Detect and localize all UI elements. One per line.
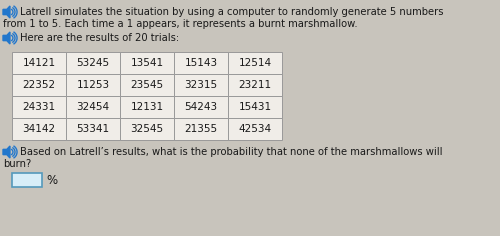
Bar: [228, 96, 282, 118]
Bar: [120, 52, 174, 74]
Text: burn?: burn?: [3, 159, 31, 169]
Bar: [12, 96, 66, 118]
Bar: [66, 118, 120, 140]
Bar: [174, 118, 228, 140]
Text: 34142: 34142: [22, 124, 56, 134]
Text: 22352: 22352: [22, 80, 56, 90]
Polygon shape: [3, 32, 10, 44]
Text: Here are the results of 20 trials:: Here are the results of 20 trials:: [20, 33, 179, 43]
Text: from 1 to 5. Each time a 1 appears, it represents a burnt marshmallow.: from 1 to 5. Each time a 1 appears, it r…: [3, 19, 358, 29]
Bar: [174, 74, 228, 96]
Text: %: %: [46, 173, 57, 186]
Text: 12131: 12131: [130, 102, 164, 112]
Bar: [66, 52, 120, 74]
Text: 53245: 53245: [76, 58, 110, 68]
Text: 21355: 21355: [184, 124, 218, 134]
Polygon shape: [3, 146, 10, 158]
Text: 54243: 54243: [184, 102, 218, 112]
Text: 11253: 11253: [76, 80, 110, 90]
Text: Based on Latrell’s results, what is the probability that none of the marshmallow: Based on Latrell’s results, what is the …: [20, 147, 442, 157]
Polygon shape: [3, 6, 10, 18]
Bar: [228, 118, 282, 140]
Bar: [12, 52, 66, 74]
Text: 32315: 32315: [184, 80, 218, 90]
Bar: [228, 52, 282, 74]
Bar: [174, 52, 228, 74]
Text: 12514: 12514: [238, 58, 272, 68]
Bar: [12, 118, 66, 140]
Bar: [228, 74, 282, 96]
Text: 53341: 53341: [76, 124, 110, 134]
Text: Latrell simulates the situation by using a computer to randomly generate 5 numbe: Latrell simulates the situation by using…: [20, 7, 444, 17]
Text: 23545: 23545: [130, 80, 164, 90]
Bar: [120, 96, 174, 118]
Text: 15431: 15431: [238, 102, 272, 112]
Bar: [120, 118, 174, 140]
Bar: [66, 74, 120, 96]
Bar: [120, 74, 174, 96]
Text: 14121: 14121: [22, 58, 56, 68]
Text: 42534: 42534: [238, 124, 272, 134]
Bar: [12, 74, 66, 96]
Bar: [174, 96, 228, 118]
Text: 24331: 24331: [22, 102, 56, 112]
Text: 32545: 32545: [130, 124, 164, 134]
Bar: [66, 96, 120, 118]
Text: 23211: 23211: [238, 80, 272, 90]
Text: 15143: 15143: [184, 58, 218, 68]
Text: 13541: 13541: [130, 58, 164, 68]
Bar: [12, 173, 42, 187]
Text: 32454: 32454: [76, 102, 110, 112]
